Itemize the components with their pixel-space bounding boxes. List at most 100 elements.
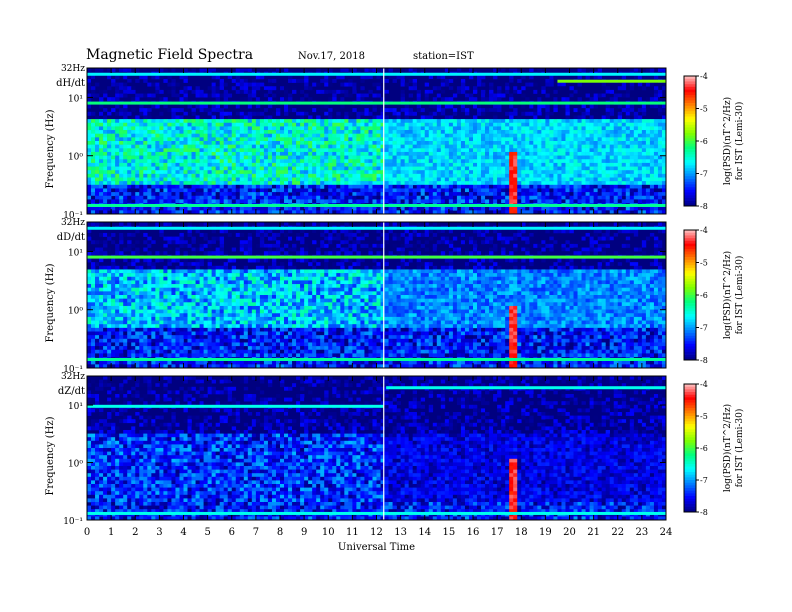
spectrogram-cell — [143, 108, 148, 113]
spectrogram-cell — [103, 195, 108, 200]
spectrogram-cell — [328, 108, 333, 113]
spectrogram-cell — [633, 126, 639, 131]
spectrogram-cell — [489, 130, 494, 134]
spectrogram-cell — [139, 166, 144, 171]
spectrogram-cell — [593, 188, 598, 193]
spectrogram-cell — [344, 159, 349, 164]
spectrogram-cell — [195, 93, 200, 98]
spectrogram-cell — [633, 151, 639, 156]
spectrogram-cell — [420, 119, 426, 124]
spectrogram-cell — [340, 148, 345, 153]
spectrogram-cell — [91, 89, 96, 94]
spectrogram-cell — [304, 78, 309, 83]
spectrogram-cell — [255, 195, 261, 200]
spectrogram-cell — [111, 75, 116, 80]
spectrogram-cell — [424, 162, 430, 167]
spectrogram-cell — [195, 170, 200, 175]
spectrogram-cell — [368, 210, 373, 215]
spectrogram-cell — [521, 177, 526, 182]
spectrogram-cell — [171, 184, 176, 189]
spectral-line — [87, 72, 666, 76]
spectrogram-cell — [601, 210, 606, 215]
spectrogram-cell — [464, 162, 470, 167]
spectrogram-cell — [553, 159, 558, 164]
spectrogram-cell — [259, 151, 265, 156]
spectrogram-cell — [525, 170, 530, 175]
spectrogram-cell — [99, 130, 104, 134]
spectrogram-cell — [464, 75, 470, 80]
spectrogram-cell — [167, 122, 172, 127]
spectrogram-cell — [537, 141, 542, 145]
spectrogram-cell — [533, 148, 538, 153]
spectrogram-cell — [581, 119, 586, 124]
spectrogram-cell — [416, 97, 422, 102]
spectrogram-cell — [344, 122, 349, 127]
spectrogram-cell — [195, 104, 200, 109]
spectrogram-cell — [649, 195, 655, 200]
spectrogram-cell — [107, 130, 112, 134]
spectrogram-cell — [139, 130, 144, 134]
spectrogram-cell — [657, 181, 663, 186]
spectrogram-cell — [255, 148, 261, 153]
spectrogram-cell — [263, 122, 269, 127]
spectrogram-cell — [183, 144, 188, 149]
spectrogram-cell — [243, 181, 249, 186]
spectrogram-cell — [360, 199, 365, 204]
spectrogram-cell — [384, 166, 389, 171]
spectrogram-cell — [617, 126, 623, 131]
spectrogram-cell — [312, 184, 317, 189]
spectrogram-cell — [529, 104, 534, 109]
spectrogram-cell — [191, 133, 196, 138]
spectrogram-cell — [533, 89, 538, 94]
spectrogram-cell — [384, 137, 389, 142]
spectrogram-cell — [103, 166, 108, 171]
spectrogram-cell — [372, 148, 377, 153]
spectrogram-cell — [336, 195, 341, 200]
spectrogram-cell — [444, 82, 450, 87]
spectrogram-cell — [517, 119, 522, 124]
spectrogram-cell — [167, 144, 172, 149]
spectrogram-cell — [553, 89, 558, 94]
spectrogram-cell — [569, 151, 574, 156]
spectrogram-cell — [460, 177, 466, 182]
spectrogram-cell — [501, 195, 506, 200]
spectrogram-cell — [513, 133, 518, 138]
spectrogram-cell — [545, 199, 550, 204]
spectrogram-cell — [392, 166, 397, 171]
spectrogram-cell — [95, 199, 100, 204]
spectrogram-cell — [324, 206, 329, 211]
spectrogram-cell — [328, 199, 333, 204]
spectrogram-cell — [565, 151, 570, 156]
spectrogram-cell — [139, 93, 144, 98]
spectrogram-cell — [424, 151, 430, 156]
spectrogram-cell — [352, 148, 357, 153]
spectrogram-cell — [408, 151, 413, 156]
spectrogram-cell — [460, 181, 466, 186]
spectrogram-cell — [280, 119, 285, 124]
spectrogram-cell — [280, 184, 285, 189]
spectrogram-cell — [119, 137, 124, 142]
spectrogram-cell — [308, 104, 313, 109]
spectrogram-cell — [460, 184, 466, 189]
spectrogram-cell — [581, 210, 586, 215]
spectrogram-cell — [267, 119, 273, 124]
spectrogram-cell — [661, 133, 667, 138]
spectrogram-cell — [513, 122, 518, 127]
spectrogram-cell — [473, 155, 478, 160]
spectrogram-cell — [163, 188, 168, 193]
spectrogram-cell — [147, 170, 152, 175]
spectrogram-cell — [284, 195, 289, 200]
spectrogram-cell — [251, 173, 257, 178]
spectrogram-cell — [183, 170, 188, 175]
spectrogram-cell — [452, 111, 458, 116]
spectrogram-cell — [91, 188, 96, 193]
spectrogram-cell — [239, 141, 245, 145]
spectrogram-cell — [489, 195, 494, 200]
spectrogram-cell — [336, 166, 341, 171]
spectrogram-cell — [296, 170, 301, 175]
spectrogram-cell — [380, 111, 385, 116]
spectrogram-cell — [452, 137, 458, 142]
spectrogram-cell — [400, 137, 405, 142]
spectrogram-cell — [440, 93, 446, 98]
spectrogram-cell — [617, 159, 623, 164]
